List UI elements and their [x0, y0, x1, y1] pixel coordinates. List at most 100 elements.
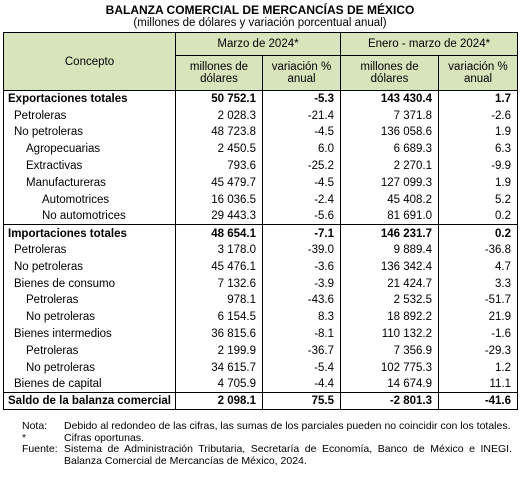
cell: 6 154.5: [175, 308, 263, 326]
cell: 21.9: [438, 308, 518, 326]
cell: 143 430.4: [340, 90, 439, 108]
cell: -4.5: [261, 174, 341, 192]
cell: 1.9: [438, 124, 518, 141]
concept-header: Concepto: [3, 32, 176, 91]
cell: 16 036.5: [175, 191, 263, 209]
row-label: Bienes de consumo: [3, 275, 176, 293]
table-row: Petroleras 3 178.0 -39.0 9 889.4 -36.8: [3, 241, 518, 259]
table-row: No petroleras 6 154.5 8.3 18 892.2 21.9: [3, 308, 518, 326]
row-label: Agropecuarias: [3, 140, 176, 158]
cell: 110 132.2: [340, 325, 439, 343]
note: Fuente: Sistema de Administración Tributa…: [22, 443, 512, 467]
table-row: Manufactureras 45 479.7 -4.5 127 099.3 1.9: [3, 174, 518, 192]
cell: -1.6: [438, 325, 518, 343]
table-body: Exportaciones totales 50 752.1 -5.3 143 430…: [3, 90, 518, 410]
sub-header: variación % anual: [438, 55, 518, 91]
cell: -8.1: [261, 325, 341, 343]
row-label: No petroleras: [3, 124, 176, 141]
cell: 793.6: [175, 157, 263, 175]
sub-header: variación % anual: [261, 55, 341, 91]
trade-table: Concepto Marzo de 2024* Enero - marzo de…: [3, 32, 519, 411]
note: * Cifras oportunas.: [22, 431, 512, 445]
row-label: Petroleras: [3, 241, 176, 259]
cell: 136 058.6: [340, 124, 439, 141]
cell: 29 443.3: [175, 208, 263, 225]
cell: 0.2: [438, 224, 518, 242]
cell: -21.4: [261, 107, 341, 125]
cell: 7 356.9: [340, 342, 439, 360]
note-key: Fuente:: [22, 443, 58, 455]
page: BALANZA COMERCIAL DE MERCANCÍAS DE MÉXIC…: [0, 3, 520, 483]
cell: -43.6: [261, 292, 341, 309]
cell: 7 371.8: [340, 107, 439, 125]
row-label: Extractivas: [3, 157, 176, 175]
table-row: Importaciones totales 48 654.1 -7.1 146 231…: [3, 224, 518, 242]
cell: 3 178.0: [175, 241, 263, 259]
cell: -9.9: [438, 157, 518, 175]
note-text: Sistema de Administración Tributaria, Se…: [64, 443, 512, 467]
period-header: Enero - marzo de 2024*: [340, 32, 518, 56]
cell: 6.3: [438, 140, 518, 158]
cell: 34 615.7: [175, 359, 263, 377]
cell: 36 815.6: [175, 325, 263, 343]
note-key: Nota:: [22, 420, 48, 432]
cell: 7 132.6: [175, 275, 263, 293]
cell: 11.1: [438, 376, 518, 393]
row-label: Petroleras: [3, 107, 176, 125]
cell: 4.7: [438, 258, 518, 276]
subtitle: (millones de dólares y variación porcent…: [133, 17, 387, 29]
row-label: No petroleras: [3, 359, 176, 377]
cell: 2 028.3: [175, 107, 263, 125]
cell: 45 476.1: [175, 258, 263, 276]
cell: 2 199.9: [175, 342, 263, 360]
cell: 8.3: [261, 308, 341, 326]
cell: 81 691.0: [340, 208, 439, 225]
table-row: No petroleras 45 476.1 -3.6 136 342.4 4.7: [3, 258, 518, 276]
cell: 5.2: [438, 191, 518, 209]
table-row: Bienes de consumo 7 132.6 -3.9 21 424.7 3.3: [3, 275, 518, 293]
table-row: No automotrices 29 443.3 -5.6 81 691.0 0.2: [3, 208, 518, 225]
cell: 75.5: [261, 392, 341, 410]
row-label: Saldo de la balanza comercial: [3, 392, 176, 410]
cell: 18 892.2: [340, 308, 439, 326]
table-row: Petroleras 2 028.3 -21.4 7 371.8 -2.6: [3, 107, 518, 125]
cell: 6 689.3: [340, 140, 439, 158]
cell: -3.6: [261, 258, 341, 276]
cell: -5.6: [261, 208, 341, 225]
cell: -2.4: [261, 191, 341, 209]
row-label: Importaciones totales: [3, 224, 176, 242]
table-row: Bienes de capital 4 705.9 -4.4 14 674.9 11.1: [3, 376, 518, 393]
table-row: Petroleras 2 199.9 -36.7 7 356.9 -29.3: [3, 342, 518, 360]
cell: -2 801.3: [340, 392, 439, 410]
notes: Nota: Debido al redondeo de las cifras, l…: [22, 420, 512, 467]
cell: 4 705.9: [175, 376, 263, 393]
table-row: No petroleras 48 723.8 -4.5 136 058.6 1.9: [3, 124, 518, 141]
table-row: Extractivas 793.6 -25.2 2 270.1 -9.9: [3, 157, 518, 175]
cell: 6.0: [261, 140, 341, 158]
cell: -36.8: [438, 241, 518, 259]
cell: -41.6: [438, 392, 518, 410]
period-header: Marzo de 2024*: [174, 32, 341, 56]
cell: 21 424.7: [340, 275, 439, 293]
cell: 45 479.7: [175, 174, 263, 192]
cell: 9 889.4: [340, 241, 439, 259]
table-row: No petroleras 34 615.7 -5.4 102 775.3 1.2: [3, 359, 518, 377]
table-row: Exportaciones totales 50 752.1 -5.3 143 430…: [3, 90, 518, 108]
sub-header: millones de dólares: [340, 55, 439, 91]
cell: -5.3: [261, 90, 341, 108]
cell: -51.7: [438, 292, 518, 309]
cell: 2 450.5: [175, 140, 263, 158]
sub-header: millones de dólares: [175, 55, 263, 91]
cell: 1.9: [438, 174, 518, 192]
row-label: Bienes intermedios: [3, 325, 176, 343]
table-row: Saldo de la balanza comercial 2 098.1 75.5…: [3, 392, 518, 410]
cell: 136 342.4: [340, 258, 439, 276]
cell: 1.2: [438, 359, 518, 377]
row-label: No petroleras: [3, 258, 176, 276]
note-key: *: [22, 431, 27, 444]
cell: 48 654.1: [175, 224, 263, 242]
cell: 102 775.3: [340, 359, 439, 377]
row-label: No automotrices: [3, 208, 176, 225]
row-label: Exportaciones totales: [3, 90, 176, 108]
row-label: Petroleras: [3, 342, 176, 360]
